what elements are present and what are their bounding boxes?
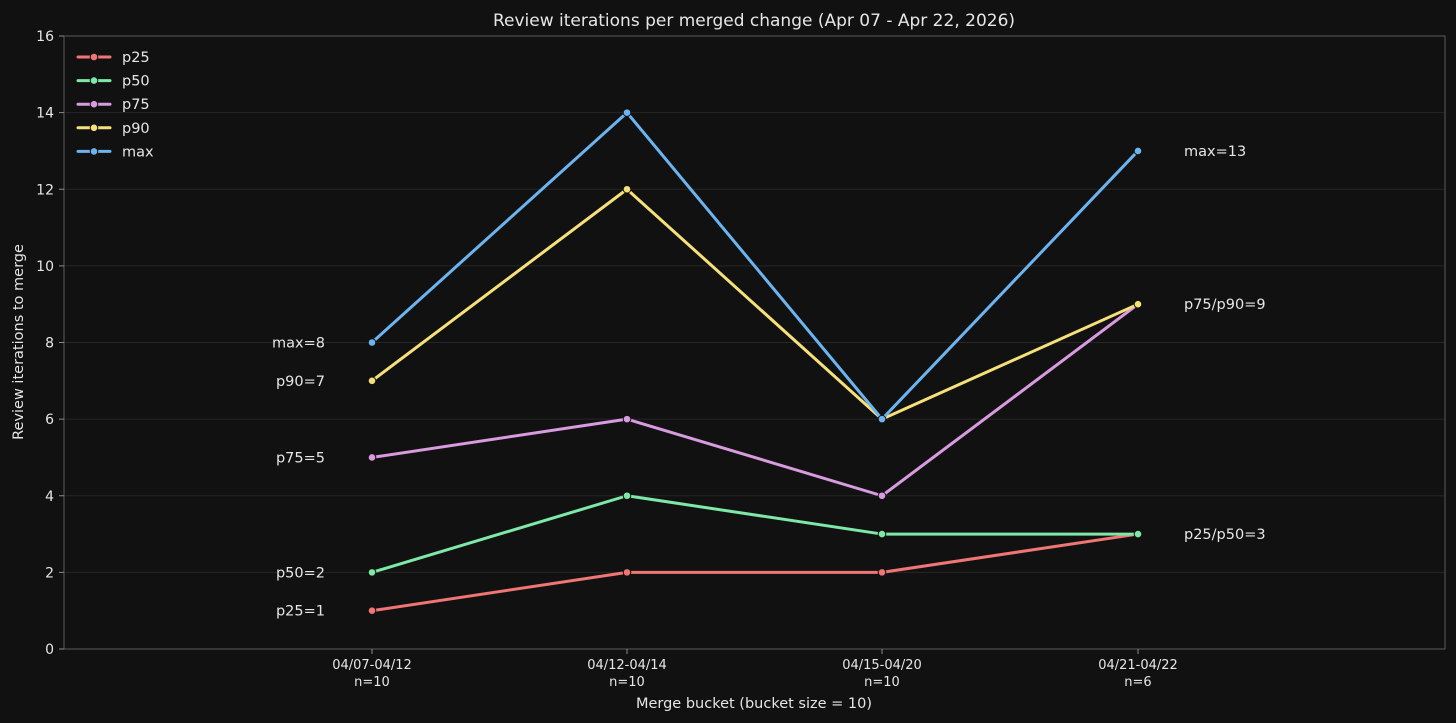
annotation-right-1: p75/p90=9 (1184, 297, 1266, 313)
y-tick-label-16: 16 (36, 29, 54, 45)
legend-label-p25: p25 (122, 50, 150, 66)
point-p25-2 (878, 569, 886, 577)
legend-marker-max (90, 148, 98, 156)
annotation-left-0: max=8 (272, 336, 325, 352)
x-tick-label-2: 04/15-04/20 (842, 658, 922, 673)
point-p90-3 (1134, 300, 1142, 308)
point-p75-1 (623, 415, 631, 423)
annotation-right-2: p25/p50=3 (1184, 527, 1266, 543)
annotation-left-1: p90=7 (276, 374, 325, 390)
point-max-1 (623, 109, 631, 117)
legend-marker-p25 (90, 53, 98, 61)
annotation-left-2: p75=5 (276, 450, 325, 466)
legend-label-p75: p75 (122, 97, 150, 113)
x-tick-count-0: n=10 (354, 675, 390, 690)
y-tick-label-6: 6 (45, 412, 54, 428)
x-tick-label-0: 04/07-04/12 (332, 658, 412, 673)
legend-marker-p90 (90, 124, 98, 132)
x-tick-count-3: n=6 (1124, 675, 1151, 690)
point-p50-0 (368, 569, 376, 577)
y-tick-label-10: 10 (36, 259, 54, 275)
point-p50-3 (1134, 530, 1142, 538)
legend-marker-p50 (90, 77, 98, 85)
x-tick-label-1: 04/12-04/14 (587, 658, 667, 673)
legend-label-max: max (122, 144, 154, 160)
y-tick-label-2: 2 (45, 565, 54, 581)
annotation-left-4: p25=1 (276, 604, 325, 620)
point-p25-1 (623, 569, 631, 577)
y-tick-label-14: 14 (36, 106, 54, 122)
y-tick-label-4: 4 (45, 489, 54, 505)
point-p25-0 (368, 607, 376, 615)
legend-label-p90: p90 (122, 121, 150, 137)
y-tick-label-0: 0 (45, 642, 54, 658)
annotation-right-0: max=13 (1184, 144, 1246, 160)
legend-marker-p75 (90, 100, 98, 108)
y-tick-label-8: 8 (45, 336, 54, 352)
point-max-0 (368, 339, 376, 347)
annotation-left-3: p50=2 (276, 565, 325, 581)
legend-label-p50: p50 (122, 74, 150, 90)
point-p50-1 (623, 492, 631, 500)
point-p90-1 (623, 185, 631, 193)
point-max-3 (1134, 147, 1142, 155)
x-axis-label: Merge bucket (bucket size = 10) (636, 696, 872, 712)
x-tick-label-3: 04/21-04/22 (1098, 658, 1178, 673)
x-tick-count-1: n=10 (609, 675, 645, 690)
point-max-2 (878, 415, 886, 423)
chart-title: Review iterations per merged change (Apr… (493, 11, 1015, 31)
x-tick-count-2: n=10 (864, 675, 900, 690)
y-tick-label-12: 12 (36, 182, 54, 198)
point-p90-0 (368, 377, 376, 385)
point-p50-2 (878, 530, 886, 538)
y-axis-label: Review iterations to merge (11, 244, 27, 440)
point-p75-2 (878, 492, 886, 500)
point-p75-0 (368, 454, 376, 462)
